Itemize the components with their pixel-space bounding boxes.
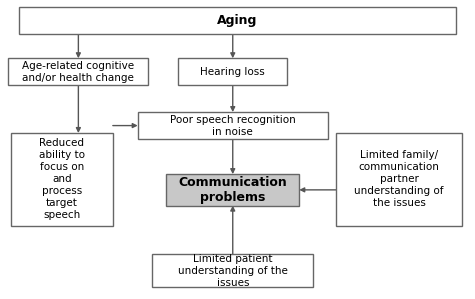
Text: Limited patient
understanding of the
issues: Limited patient understanding of the iss…	[178, 254, 288, 288]
Text: Hearing loss: Hearing loss	[200, 67, 265, 77]
Text: Aging: Aging	[217, 14, 257, 28]
FancyBboxPatch shape	[9, 58, 148, 85]
Text: Poor speech recognition
in noise: Poor speech recognition in noise	[170, 115, 295, 137]
FancyBboxPatch shape	[19, 7, 456, 34]
FancyBboxPatch shape	[336, 133, 462, 226]
FancyBboxPatch shape	[166, 174, 299, 206]
FancyBboxPatch shape	[178, 58, 287, 85]
Text: Age-related cognitive
and/or health change: Age-related cognitive and/or health chan…	[22, 61, 134, 83]
FancyBboxPatch shape	[152, 254, 314, 287]
FancyBboxPatch shape	[11, 133, 113, 226]
Text: Communication
problems: Communication problems	[179, 176, 287, 204]
Text: Reduced
ability to
focus on
and
process
target
speech: Reduced ability to focus on and process …	[39, 138, 85, 220]
FancyBboxPatch shape	[138, 112, 328, 139]
Text: Limited family/
communication
partner
understanding of
the issues: Limited family/ communication partner un…	[354, 150, 444, 208]
